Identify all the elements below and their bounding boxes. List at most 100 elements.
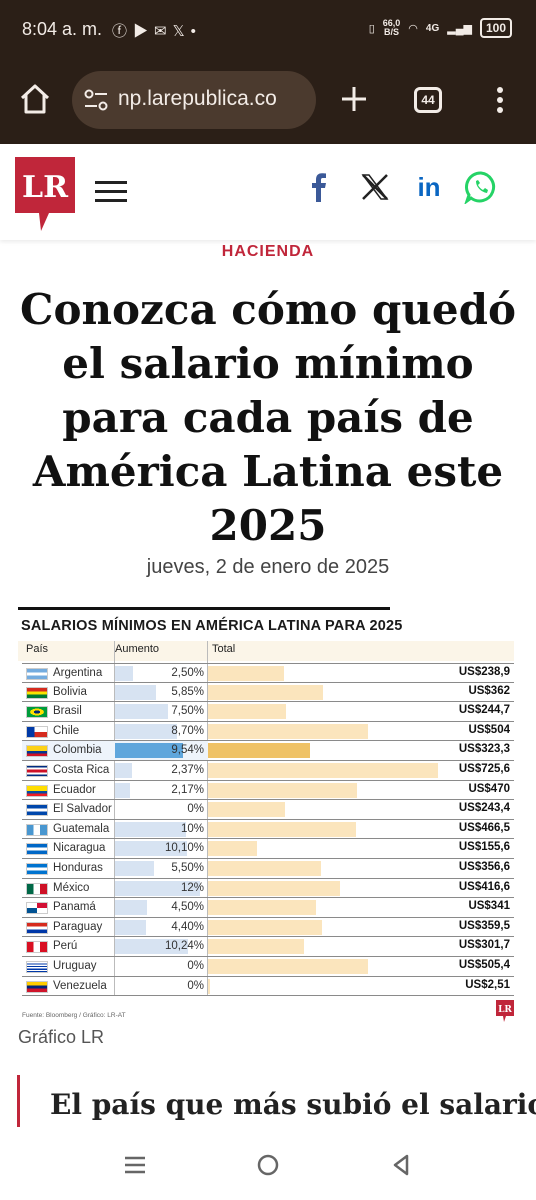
- table-row: Nicaragua 10,10% US$155,6: [22, 839, 514, 859]
- flag-colombia-icon: [26, 745, 48, 758]
- increase-value: 5,50%: [171, 862, 204, 874]
- article-headline: Conozca cómo quedó el salario mínimo par…: [20, 285, 516, 550]
- country-name: Panamá: [53, 901, 96, 914]
- country-name: Venezuela: [53, 979, 107, 992]
- signal-label: 4G: [425, 22, 440, 34]
- increase-bar: [115, 919, 147, 935]
- total-value: US$238,9: [458, 666, 510, 678]
- increase-value: 9,54%: [171, 744, 204, 757]
- increase-value: 2,37%: [171, 764, 204, 776]
- total-bar: [208, 782, 357, 798]
- hamburger-menu-icon[interactable]: [95, 181, 127, 203]
- total-bar: [208, 684, 323, 700]
- home-icon[interactable]: [18, 82, 52, 116]
- table-row: Argentina 2,50% US$238,9: [22, 663, 514, 683]
- increase-bar: [115, 880, 200, 896]
- svg-text:in: in: [417, 172, 440, 202]
- x-icon[interactable]: [358, 170, 392, 204]
- wifi-icon: ◠: [408, 22, 418, 35]
- address-field[interactable]: np.larepublica.co: [72, 71, 316, 129]
- flag-el-salvador-icon: [26, 804, 48, 817]
- increase-value: 10,10%: [164, 842, 204, 855]
- flag-peru-icon: [26, 941, 48, 954]
- table-row: Chile 8,70% US$504: [22, 722, 514, 742]
- table-row: Ecuador 2,17% US$470: [22, 781, 514, 801]
- lr-logo[interactable]: LR: [15, 157, 75, 231]
- column-header-total: Total: [212, 643, 236, 655]
- increase-value: 5,85%: [171, 685, 204, 698]
- recents-icon[interactable]: [122, 1152, 148, 1178]
- tab-switcher-icon[interactable]: 44: [414, 87, 442, 113]
- battery-indicator: 100: [479, 18, 512, 38]
- flag-mexico-icon: [26, 882, 48, 895]
- total-value: US$301,7: [458, 939, 510, 952]
- flag-chile-icon: [26, 725, 48, 738]
- increase-value: 0%: [187, 960, 204, 972]
- status-time: 8:04 a. m.: [22, 19, 103, 39]
- total-value: US$2,51: [465, 978, 510, 991]
- total-value: US$505,4: [458, 959, 510, 971]
- increase-value: 4,40%: [171, 920, 204, 933]
- country-name: Chile: [53, 724, 80, 737]
- table-row: Paraguay 4,40% US$359,5: [22, 918, 514, 938]
- logo-text: LR: [22, 170, 69, 205]
- status-bar: 8:04 a. m. ⓕ▶✉𝕏• ▯ 66,0 B/S ◠ 4G ▂▄▆ 100: [0, 0, 536, 58]
- system-navigation-bar: [0, 1130, 536, 1200]
- increase-value: 8,70%: [171, 724, 204, 737]
- total-bar: [208, 666, 284, 681]
- increase-bar: [115, 723, 177, 739]
- increase-bar: [115, 782, 131, 798]
- browser-chrome: 8:04 a. m. ⓕ▶✉𝕏• ▯ 66,0 B/S ◠ 4G ▂▄▆ 100: [0, 0, 536, 144]
- more-menu-icon[interactable]: [490, 85, 510, 115]
- notification-icons: ⓕ▶✉𝕏•: [112, 23, 202, 40]
- total-value: US$466,5: [458, 821, 510, 834]
- country-name: Costa Rica: [53, 764, 110, 776]
- total-value: US$323,3: [458, 743, 510, 756]
- total-value: US$504: [468, 723, 510, 736]
- back-icon[interactable]: [388, 1152, 414, 1178]
- table-row: Honduras 5,50% US$356,6: [22, 859, 514, 879]
- graphic-logo-text: LR: [498, 1005, 512, 1015]
- whatsapp-icon[interactable]: [464, 170, 498, 204]
- increase-value: 0%: [187, 979, 204, 992]
- section-label[interactable]: HACIENDA: [221, 243, 315, 260]
- country-name: Paraguay: [53, 920, 103, 933]
- facebook-icon[interactable]: [302, 170, 336, 204]
- flag-uruguay-icon: [26, 961, 48, 973]
- increase-bar: [115, 861, 154, 876]
- table-row: Costa Rica 2,37% US$725,6: [22, 761, 514, 781]
- increase-bar: [115, 763, 132, 778]
- vibrate-icon: ▯: [368, 22, 375, 35]
- url-bar: np.larepublica.co 44: [0, 58, 536, 144]
- site-info-icon[interactable]: [84, 89, 108, 111]
- total-value: US$362: [468, 684, 510, 697]
- increase-bar: [115, 821, 186, 837]
- increase-value: 2,50%: [171, 667, 204, 679]
- signal-icon: ▂▄▆: [447, 22, 472, 35]
- image-caption: Gráfico LR: [18, 1027, 105, 1047]
- total-value: US$341: [468, 900, 510, 913]
- linkedin-icon[interactable]: in: [412, 170, 446, 204]
- table-row: Panamá 4,50% US$341: [22, 898, 514, 918]
- increase-bar: [115, 666, 133, 681]
- country-name: Uruguay: [53, 960, 97, 972]
- graphic-title: SALARIOS MÍNIMOS EN AMÉRICA LATINA PARA …: [21, 618, 403, 634]
- country-name: El Salvador: [53, 803, 112, 816]
- total-bar: [208, 743, 311, 759]
- new-tab-icon[interactable]: [338, 83, 370, 115]
- increase-value: 12%: [180, 881, 204, 894]
- table-row: Brasil 7,50% US$244,7: [22, 702, 514, 722]
- increase-bar: [115, 684, 157, 700]
- country-name: Argentina: [53, 667, 103, 679]
- total-bar: [208, 841, 258, 857]
- total-value: US$359,5: [458, 919, 510, 932]
- increase-value: 2,17%: [171, 783, 204, 796]
- article-graphic: SALARIOS MÍNIMOS EN AMÉRICA LATINA PARA …: [18, 607, 518, 1025]
- table-row: Perú 10,24% US$301,7: [22, 937, 514, 957]
- flag-bolivia-icon: [26, 686, 48, 699]
- home-nav-icon[interactable]: [255, 1152, 281, 1178]
- total-bar: [208, 959, 369, 974]
- article-date: jueves, 2 de enero de 2025: [146, 556, 390, 578]
- increase-value: 7,50%: [171, 705, 204, 718]
- status-indicators: ▯ 66,0 B/S ◠ 4G ▂▄▆ 100: [369, 18, 512, 38]
